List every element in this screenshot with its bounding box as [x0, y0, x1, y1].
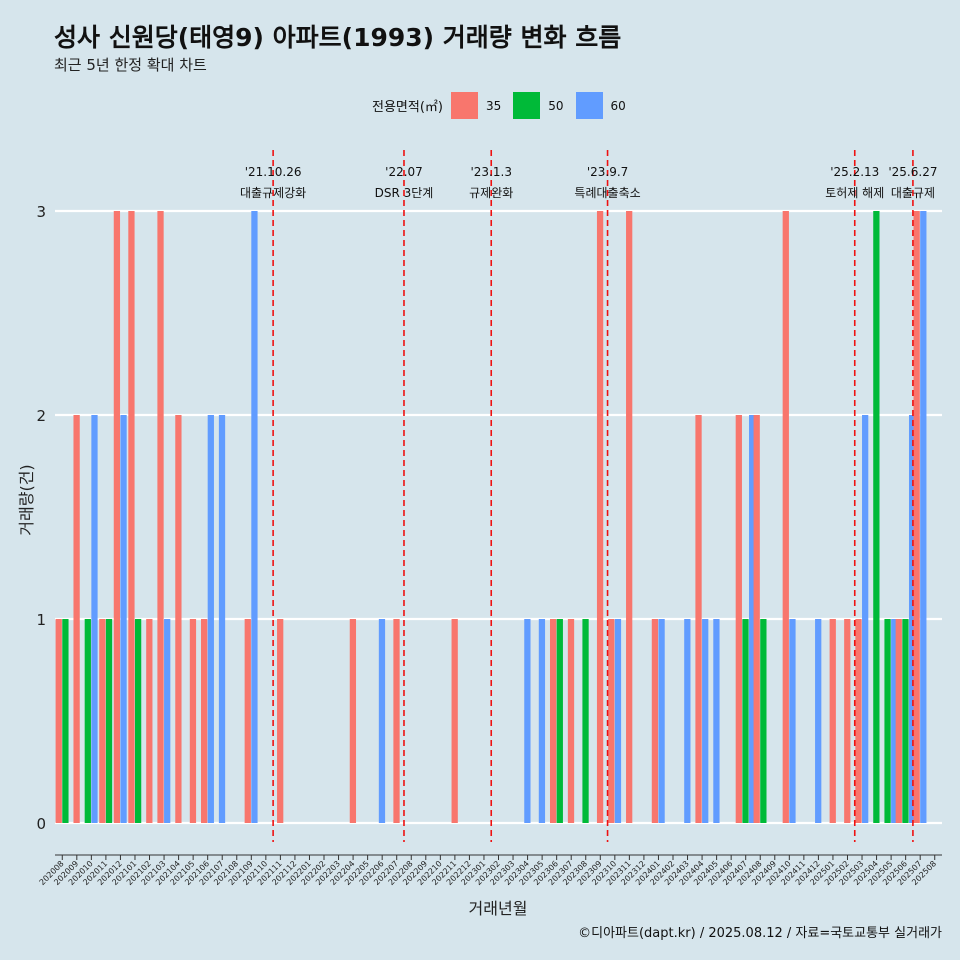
bar-202107-60 — [218, 415, 226, 823]
policy-date: '25.6.27 — [888, 165, 937, 179]
bar-202306-50 — [556, 619, 563, 823]
y-axis-title: 거래량(건) — [17, 464, 36, 535]
bar-202501-35 — [829, 619, 836, 823]
bar-202310-35 — [608, 619, 615, 823]
bar-202304-60 — [524, 619, 531, 823]
bar-202109-35 — [244, 619, 251, 823]
y-tick-label: 2 — [36, 407, 46, 425]
bar-202106-60 — [207, 415, 214, 823]
y-tick-label: 1 — [36, 611, 46, 629]
bar-202410-35 — [782, 211, 789, 823]
legend-title: 전용면적(㎡) — [372, 100, 443, 115]
bar-202502-35 — [844, 619, 851, 823]
legend: 전용면적(㎡) 35 50 60 — [372, 92, 638, 119]
bar-202102-35 — [146, 619, 153, 823]
bar-202309-35 — [596, 211, 604, 823]
y-tick-label: 3 — [36, 203, 46, 221]
bar-202507-60 — [920, 211, 927, 823]
bar-202012-60 — [120, 415, 127, 823]
bar-202504-50 — [873, 211, 880, 823]
policy-label: 대출규제강화 — [240, 186, 306, 200]
bar-202410-60 — [789, 619, 796, 823]
bar-202503-60 — [862, 415, 869, 823]
bar-202506-60 — [908, 415, 916, 823]
legend-swatch-50 — [513, 92, 541, 119]
bar-202012-35 — [113, 211, 121, 823]
bar-202011-50 — [105, 619, 113, 823]
bar-202111-35 — [277, 619, 284, 823]
policy-label: 규제완화 — [469, 186, 513, 200]
bar-202306-35 — [549, 619, 557, 823]
bar-202008-35 — [55, 619, 62, 823]
chart-title: 성사 신원당(태영9) 아파트(1993) 거래량 변화 흐름 — [54, 23, 622, 52]
legend-label-35: 35 — [485, 98, 502, 113]
policy-label: DSR 3단계 — [375, 186, 434, 200]
bar-202401-60 — [658, 619, 665, 823]
bar-202404-35 — [695, 415, 702, 823]
bar-202408-35 — [753, 415, 760, 823]
legend-item-35: 35 — [450, 92, 509, 119]
bar-202412-60 — [815, 619, 822, 823]
bar-202101-50 — [134, 619, 142, 823]
bar-202503-35 — [855, 619, 862, 823]
y-tick-label: 0 — [36, 815, 46, 833]
policy-date: '21.10.26 — [245, 165, 302, 179]
bar-202103-35 — [157, 211, 164, 823]
chart-subtitle: 최근 5년 한정 확대 차트 — [54, 56, 207, 74]
bar-202010-60 — [91, 415, 98, 823]
bar-202011-35 — [99, 619, 106, 823]
bar-202308-50 — [582, 619, 589, 823]
bar-202505-50 — [884, 619, 891, 823]
policy-date: '23.1.3 — [470, 165, 511, 179]
policy-date: '22.07 — [385, 165, 423, 179]
policy-date: '25.2.13 — [830, 165, 879, 179]
source-caption: ©디아파트(dapt.kr) / 2025.08.12 / 자료=국토교통부 실… — [578, 926, 942, 941]
bar-202207-35 — [393, 619, 400, 823]
legend-item-50: 50 — [513, 92, 571, 119]
bar-202101-35 — [128, 211, 135, 823]
bar-202408-50 — [760, 619, 767, 823]
bar-202401-35 — [651, 619, 659, 823]
policy-label: 토허제 해제 — [825, 186, 884, 200]
bar-202211-35 — [451, 619, 458, 823]
bar-202307-35 — [567, 619, 575, 823]
bar-202009-35 — [73, 415, 80, 823]
bar-202103-60 — [164, 619, 171, 823]
bar-202405-60 — [713, 619, 720, 823]
policy-label: 대출규제 — [891, 186, 935, 200]
bar-202404-60 — [702, 619, 709, 823]
legend-swatch-60 — [575, 92, 603, 119]
x-axis-title: 거래년월 — [469, 899, 528, 918]
legend-label-60: 60 — [610, 98, 626, 113]
legend-swatch-35 — [450, 92, 478, 119]
policy-label: 특례대출축소 — [574, 186, 640, 200]
policy-date: '23.9.7 — [587, 165, 628, 179]
bar-202311-35 — [626, 211, 633, 823]
bar-202305-60 — [538, 619, 546, 823]
bar-202206-60 — [378, 619, 386, 823]
bar-202505-60 — [891, 619, 898, 823]
bar-202403-60 — [684, 619, 691, 823]
bar-202008-50 — [62, 619, 69, 823]
bar-202407-50 — [742, 619, 749, 823]
bar-202109-60 — [251, 211, 258, 823]
bar-202407-35 — [735, 415, 742, 823]
bar-202106-35 — [201, 619, 208, 823]
bar-202010-50 — [84, 619, 91, 823]
bar-202104-35 — [175, 415, 182, 823]
bar-202507-35 — [913, 211, 920, 823]
bar-202506-35 — [895, 619, 902, 823]
bar-202105-35 — [189, 619, 197, 823]
legend-label-50: 50 — [548, 98, 564, 113]
bar-202407-60 — [749, 415, 756, 823]
bar-202310-60 — [614, 619, 622, 823]
legend-item-60: 60 — [575, 92, 634, 119]
bar-202506-50 — [902, 619, 909, 823]
bar-202204-35 — [349, 619, 357, 823]
